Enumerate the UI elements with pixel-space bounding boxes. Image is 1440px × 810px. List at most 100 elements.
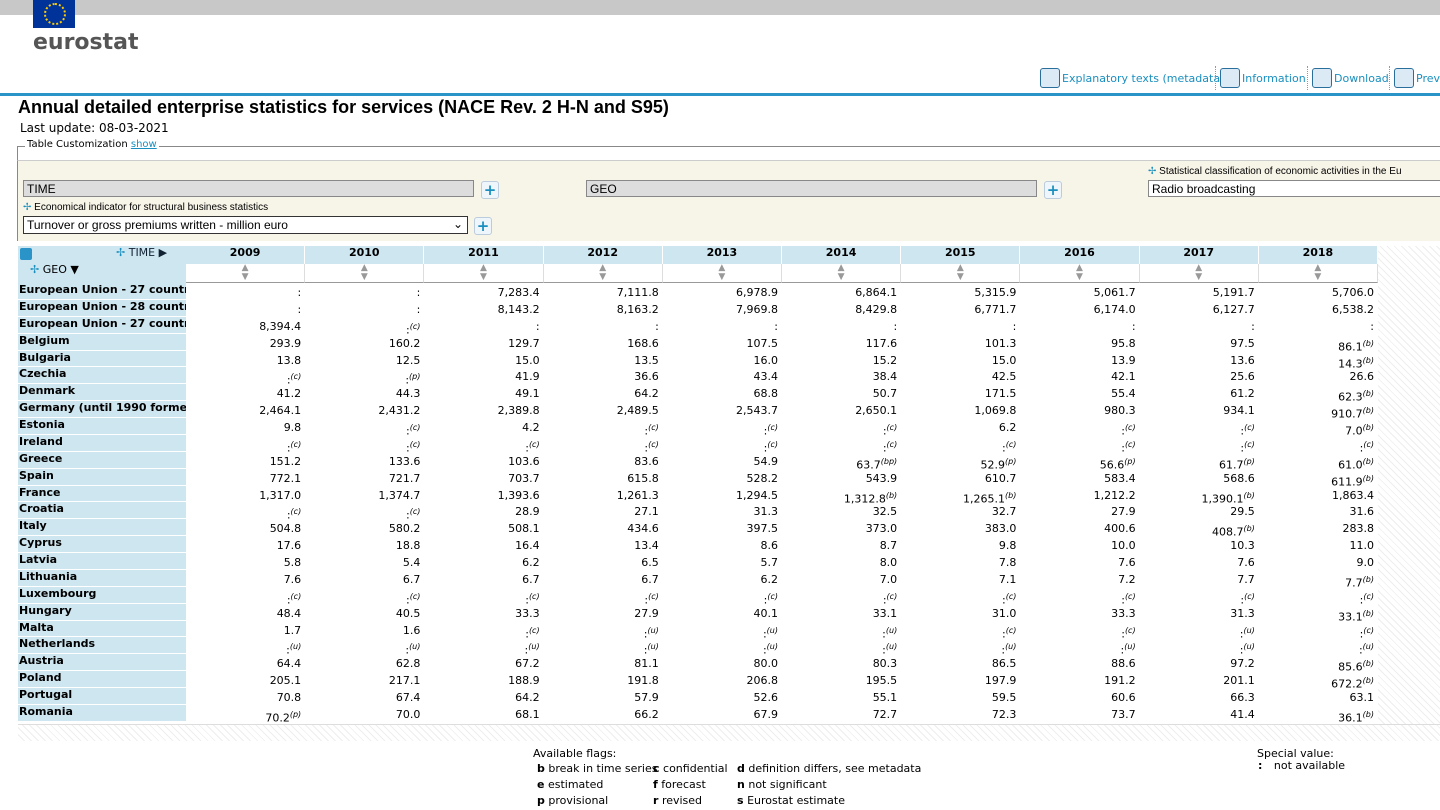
cell-value: 1,261.3 (617, 489, 659, 502)
geo-label: European Union - 27 countrie (18, 283, 186, 300)
sort-icon[interactable]: ▲▼ (544, 264, 663, 283)
sort-icon[interactable]: ▲▼ (424, 264, 543, 283)
cell-value: 400.6 (1104, 522, 1136, 535)
cell-value: 703.7 (508, 472, 540, 485)
geo-label: Greece (18, 452, 186, 469)
cell: 14.3(b) (1259, 353, 1374, 370)
cell-value: 5,061.7 (1094, 286, 1136, 299)
cell: 49.1 (424, 386, 539, 403)
cell: :(c) (305, 589, 420, 606)
cell-value: 14.3 (1338, 357, 1363, 370)
cell: :(c) (186, 369, 301, 386)
year-header: 2009 (186, 246, 305, 264)
cell: 7.6 (1020, 555, 1135, 572)
toolbar-icon[interactable] (1220, 68, 1240, 88)
cell: 171.5 (901, 386, 1016, 403)
cell-value: 1,390.1 (1201, 492, 1243, 505)
cell-value: 171.5 (985, 387, 1017, 400)
toolbar-icon[interactable] (1040, 68, 1060, 88)
cell: 50.7 (782, 386, 897, 403)
cell-value: 73.7 (1111, 708, 1136, 721)
cell-value: 6.2 (522, 556, 540, 569)
sort-icon[interactable]: ▲▼ (305, 264, 424, 283)
cell: 55.4 (1020, 386, 1135, 403)
cell: 11.0 (1259, 538, 1374, 555)
nace-box[interactable]: Radio broadcasting (1148, 180, 1440, 197)
toolbar-link[interactable]: Download (1334, 72, 1389, 85)
cell: 31.6 (1259, 504, 1374, 521)
toolbar-icon[interactable] (1394, 68, 1414, 88)
cell: 373.0 (782, 521, 897, 538)
cell-value: 197.9 (985, 674, 1017, 687)
sort-icon[interactable]: ▲▼ (1020, 264, 1139, 283)
corner-icon[interactable] (20, 248, 32, 260)
cell-value: 13.8 (277, 354, 302, 367)
cell: :(c) (305, 420, 420, 437)
cell-value: : (1132, 320, 1136, 333)
cell: :(c) (901, 437, 1016, 454)
sort-icon[interactable]: ▲▼ (663, 264, 782, 283)
cell-value: 17.6 (277, 539, 302, 552)
cell: 283.8 (1259, 521, 1374, 538)
cell-flag: (b) (1363, 339, 1374, 348)
cell: 59.5 (901, 690, 1016, 707)
cell-value: 195.5 (866, 674, 898, 687)
cell: :(c) (424, 589, 539, 606)
flag-item: b break in time series (537, 762, 657, 775)
cell-flag: (u) (528, 642, 539, 651)
cell: 81.1 (544, 656, 659, 673)
flag-item: s Eurostat estimate (737, 794, 845, 807)
cell-value: 15.2 (873, 354, 898, 367)
cell: :(p) (305, 369, 420, 386)
cell-flag: (b) (1363, 406, 1374, 415)
cell-value: 7.6 (1118, 556, 1136, 569)
sort-icon[interactable]: ▲▼ (186, 264, 305, 283)
cell: 8.7 (782, 538, 897, 555)
toolbar-link[interactable]: Prev (1416, 72, 1440, 85)
flag-text: Eurostat estimate (747, 794, 845, 807)
cell-flag: (c) (1125, 423, 1136, 432)
cell: 434.6 (544, 521, 659, 538)
cell: :(c) (782, 420, 897, 437)
cell-flag: (c) (648, 592, 659, 601)
cell: :(c) (186, 589, 301, 606)
time-box[interactable]: TIME (23, 180, 474, 197)
cell: 26.6 (1259, 369, 1374, 386)
cell: 95.8 (1020, 336, 1135, 353)
cell: 86.1(b) (1259, 336, 1374, 353)
cell-flag: (c) (410, 423, 421, 432)
sort-icon[interactable]: ▲▼ (1140, 264, 1259, 283)
add-time[interactable]: + (481, 181, 499, 199)
toolbar-link[interactable]: Explanatory texts (metadata) (1062, 72, 1224, 85)
cell: 64.4 (186, 656, 301, 673)
add-indicator[interactable]: + (474, 217, 492, 235)
toolbar-icon[interactable] (1312, 68, 1332, 88)
cell-value: 12.5 (396, 354, 421, 367)
cell: :(u) (1020, 639, 1135, 656)
cell: :(u) (186, 639, 301, 656)
cell: 38.4 (782, 369, 897, 386)
sort-icon[interactable]: ▲▼ (782, 264, 901, 283)
cell: 7.7 (1140, 572, 1255, 589)
geo-box[interactable]: GEO (586, 180, 1037, 197)
cell: 63.7(bp) (782, 454, 897, 471)
cell: : (186, 302, 301, 319)
cell: 27.9 (544, 606, 659, 623)
toolbar-link[interactable]: Information (1242, 72, 1306, 85)
indicator-select[interactable]: Turnover or gross premiums written - mil… (23, 216, 468, 234)
cell-value: 27.1 (634, 505, 659, 518)
cell: 72.3 (901, 707, 1016, 724)
show-link[interactable]: show (131, 139, 157, 150)
cell-value: 10.0 (1111, 539, 1136, 552)
cell-value: 62.8 (396, 657, 421, 670)
customization-legend: Table Customization show (25, 139, 159, 150)
cell-flag: (p) (409, 372, 420, 381)
add-geo[interactable]: + (1044, 181, 1062, 199)
sort-icon[interactable]: ▲▼ (901, 264, 1020, 283)
cell-value: 41.4 (1230, 708, 1255, 721)
cell-value: 7,111.8 (617, 286, 659, 299)
flag-text: not significant (748, 778, 826, 791)
cell-value: 67.4 (396, 691, 421, 704)
logo-stars (44, 3, 66, 25)
sort-icon[interactable]: ▲▼ (1259, 264, 1378, 283)
